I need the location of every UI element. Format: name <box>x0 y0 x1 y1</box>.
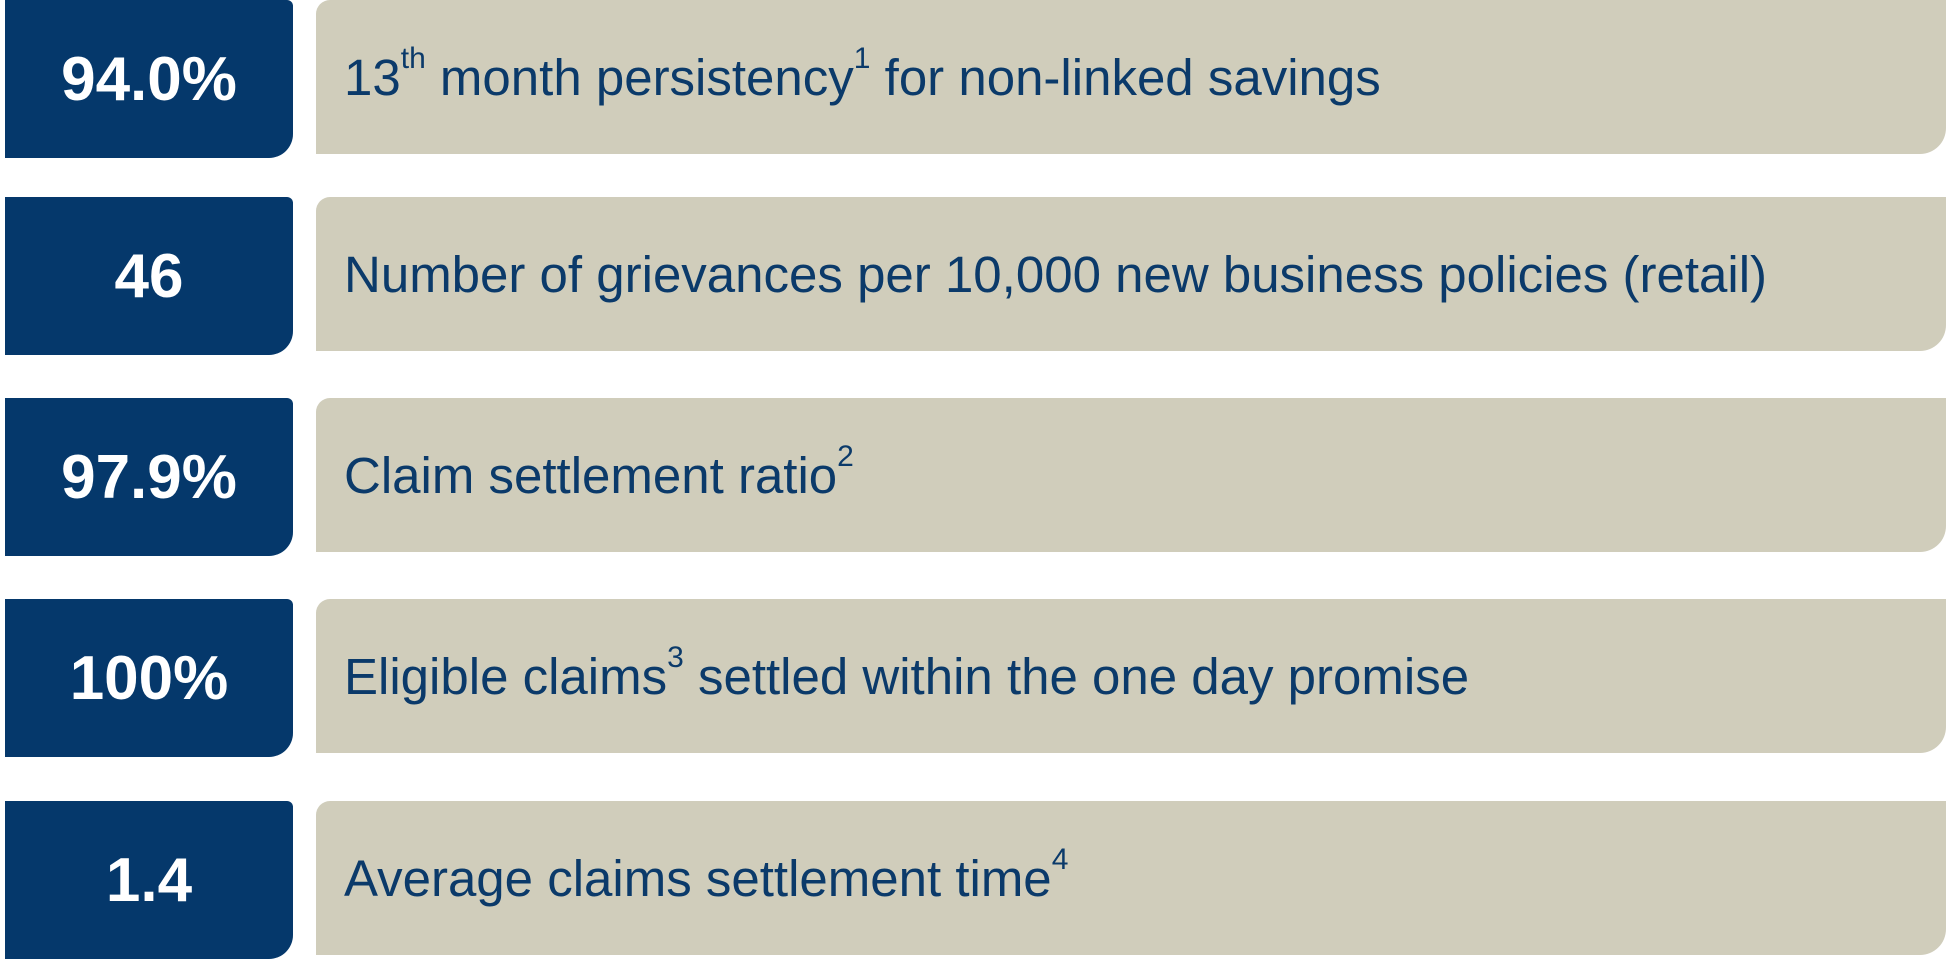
footnote-mark: 2 <box>837 440 854 473</box>
footnote-mark: 4 <box>1051 843 1069 876</box>
kpi-row: 46 Number of grievances per 10,000 new bu… <box>0 197 1946 357</box>
kpi-label: Average claims settlement time 4 <box>316 801 1946 955</box>
label-text: Number of grievances per 10,000 new busi… <box>344 245 1768 303</box>
label-text: 13 <box>344 48 401 106</box>
label-text: Eligible claims <box>344 647 668 705</box>
kpi-row: 100% Eligible claims 3 settled within the … <box>0 599 1946 759</box>
footnote-mark: 3 <box>667 641 684 674</box>
label-text: for non-linked savings <box>870 48 1381 106</box>
label-text: month persistency <box>425 48 854 106</box>
kpi-row: 97.9% Claim settlement ratio 2 <box>0 398 1946 558</box>
label-text: Average claims settlement time <box>344 849 1052 907</box>
kpi-label: Claim settlement ratio 2 <box>316 398 1946 552</box>
kpi-label: Eligible claims 3 settled within the one … <box>316 599 1946 753</box>
footnote-mark: 1 <box>853 42 871 75</box>
label-text: Claim settlement ratio <box>344 446 838 504</box>
kpi-value: 1.4 <box>5 801 293 959</box>
kpi-value: 94.0% <box>5 0 293 158</box>
label-text: settled within the one day promise <box>683 647 1470 705</box>
kpi-value: 97.9% <box>5 398 293 556</box>
kpi-value: 100% <box>5 599 293 757</box>
kpi-value: 46 <box>5 197 293 355</box>
kpi-label: Number of grievances per 10,000 new busi… <box>316 197 1946 351</box>
footnote-mark: th <box>400 42 426 75</box>
kpi-row: 1.4 Average claims settlement time 4 <box>0 801 1946 961</box>
